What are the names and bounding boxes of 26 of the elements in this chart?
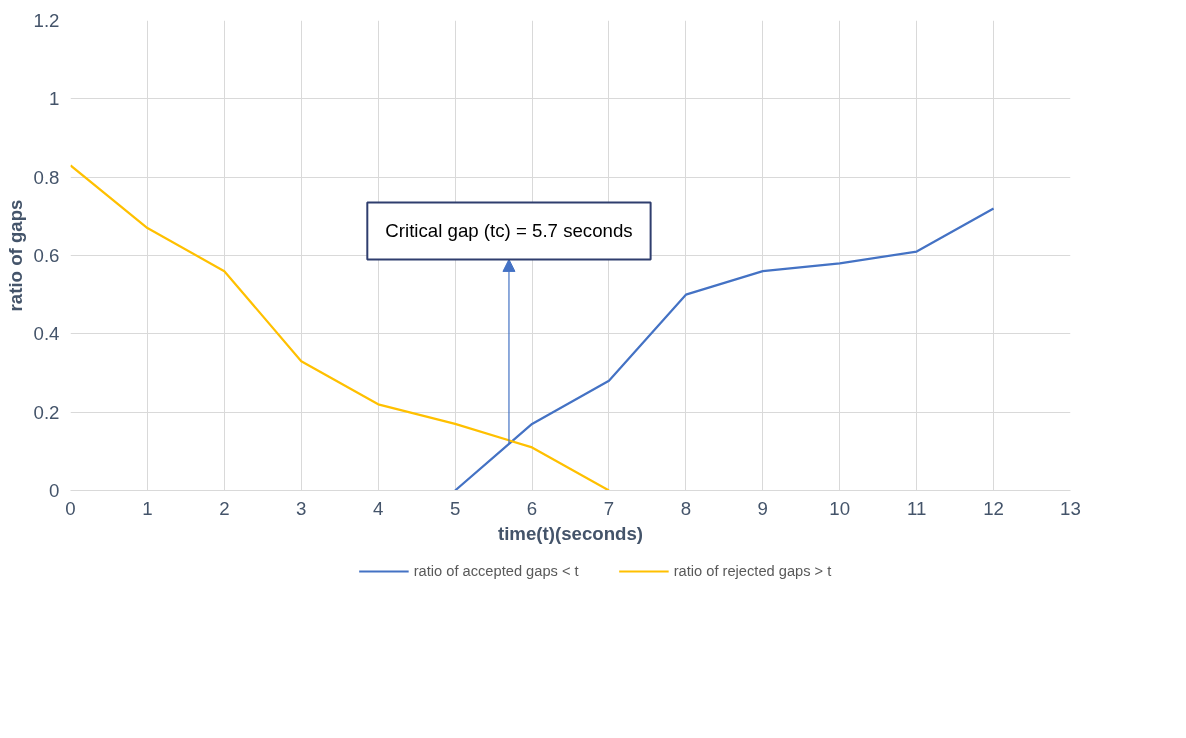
y-tick-label: 0 bbox=[49, 480, 60, 501]
x-tick-label: 8 bbox=[680, 497, 692, 519]
x-tick-label: 9 bbox=[757, 497, 769, 519]
x-tick-label: 12 bbox=[983, 497, 1004, 519]
x-tick-label: 7 bbox=[603, 497, 615, 519]
y-tick-label: 0.8 bbox=[33, 166, 60, 188]
x-tick-label: 1 bbox=[142, 497, 153, 519]
annotation: Critical gap (tc) = 5.7 seconds bbox=[385, 220, 633, 242]
y-tick-label: 1.2 bbox=[33, 10, 60, 31]
legend-label: ratio of accepted gaps < t bbox=[413, 563, 579, 579]
y-tick-label: 0.2 bbox=[33, 401, 60, 423]
x-tick-label: 11 bbox=[906, 497, 927, 519]
x-tick-label: 13 bbox=[1060, 497, 1081, 519]
y-tick-label: 0.4 bbox=[33, 323, 60, 345]
legend-label: ratio of rejected gaps > t bbox=[673, 563, 832, 579]
x-tick-label: 2 bbox=[219, 497, 230, 519]
x-tick-label: 3 bbox=[296, 497, 307, 519]
x-axis-title: time(t)(seconds) bbox=[497, 522, 644, 544]
x-tick-label: 0 bbox=[65, 497, 76, 519]
x-tick-label: 5 bbox=[449, 497, 461, 519]
y-tick-label: 0.6 bbox=[33, 245, 60, 266]
x-tick-label: 4 bbox=[373, 497, 384, 519]
x-tick-label: 6 bbox=[526, 497, 538, 519]
y-axis-title: ratio of gaps bbox=[4, 199, 26, 312]
x-tick-label: 10 bbox=[829, 497, 851, 519]
y-tick-label: 1 bbox=[49, 88, 60, 110]
